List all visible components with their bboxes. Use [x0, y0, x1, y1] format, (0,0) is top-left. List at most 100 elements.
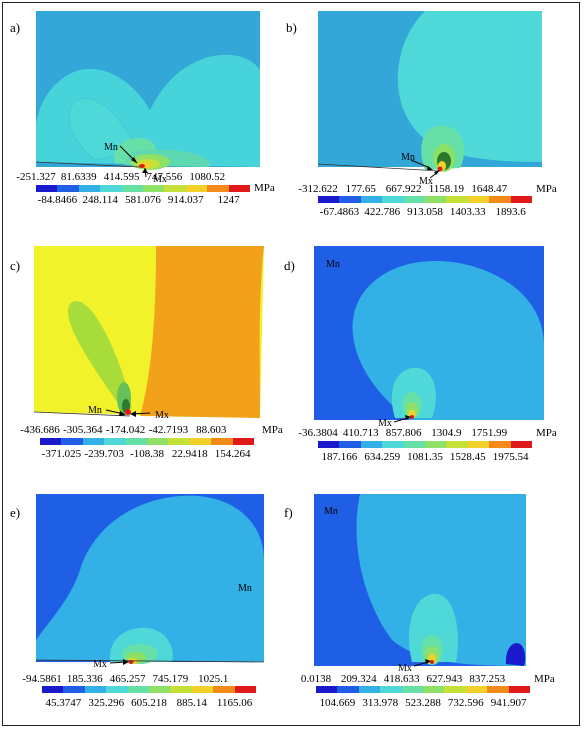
tick-label: -84.8466 [37, 194, 78, 206]
tick-label: 422.786 [364, 206, 401, 218]
unit-label: MPa [534, 673, 555, 685]
colorbar-swatch [510, 196, 533, 203]
panel-label: c) [10, 258, 21, 273]
colorbar-swatch [316, 686, 338, 693]
colorbar-swatch [403, 441, 426, 448]
colorbar-swatch [380, 686, 402, 693]
colorbar-swatch [318, 196, 340, 203]
colorbar-swatch [63, 686, 85, 693]
colorbar-swatch [360, 196, 383, 203]
tick-label: 1893.6 [495, 206, 526, 218]
tick-label: 913.058 [407, 206, 443, 218]
colorbar-swatch [36, 185, 58, 192]
tick-label: 1975.54 [492, 451, 529, 463]
colorbar-swatch [207, 185, 229, 192]
colorbar-swatch [57, 185, 79, 192]
colorbar-swatch [211, 438, 233, 445]
tick-label: 0.0138 [300, 673, 332, 685]
stress-contour-plot: Mn Mx [314, 246, 544, 429]
tick-label: 885.14 [176, 697, 207, 709]
max-marker-label: Mx [155, 410, 169, 421]
colorbar-swatch [444, 686, 466, 693]
tick-label: -239.703 [84, 448, 124, 460]
min-marker-label: Mn [104, 142, 118, 153]
tick-label: 45.3747 [45, 697, 82, 709]
tick-label: 418.633 [383, 673, 420, 685]
tick-label: 745.179 [152, 673, 189, 685]
tick-label: -174.042 [105, 424, 146, 436]
colorbar [316, 686, 531, 693]
tick-label: 941.907 [490, 697, 527, 709]
colorbar-top-ticks: 0.0138 209.324 418.633 627.943 837.253 [301, 673, 530, 685]
colorbar [318, 441, 533, 448]
tick-label: -67.4863 [319, 206, 360, 218]
panel-label: b) [286, 20, 297, 35]
tick-label: 1025.1 [198, 673, 229, 685]
colorbar-top-ticks: -436.686 -305.364 -174.042 -42.7193 88.6… [20, 424, 254, 436]
tick-label: 914.037 [167, 194, 204, 206]
colorbar-swatch [106, 686, 128, 693]
panel-label: d) [284, 258, 295, 273]
min-marker-label: Mn [88, 405, 102, 416]
colorbar-bottom-ticks: -67.4863 422.786 913.058 1403.33 1893.6 [318, 206, 532, 218]
colorbar-bottom-ticks: 104.669 313.978 523.288 732.596 941.907 [316, 697, 530, 709]
tick-label: 410.713 [342, 427, 379, 439]
tick-label: 1751.99 [471, 427, 508, 439]
colorbar-swatch [382, 196, 404, 203]
tick-label: -42.7193 [148, 424, 189, 436]
colorbar-top-ticks: -36.3804 410.713 857.806 1304.9 1751.99 [298, 427, 532, 439]
panel-label: e) [10, 505, 21, 520]
tick-label: 465.257 [109, 673, 146, 685]
colorbar-swatch [191, 686, 214, 693]
tick-label: 325.296 [88, 697, 125, 709]
tick-label: 248.114 [82, 194, 118, 206]
tick-label: 88.603 [196, 424, 227, 436]
tick-label: -436.686 [20, 424, 60, 436]
tick-label: 414.595 [103, 171, 140, 183]
colorbar-top-ticks: -94.5861 185.336 465.257 745.179 1025.1 [22, 673, 256, 685]
colorbar [36, 185, 251, 192]
tick-label: 634.259 [364, 451, 401, 463]
unit-label: MPa [536, 183, 557, 195]
tick-label: 187.166 [321, 451, 358, 463]
tick-label: -312.622 [298, 183, 338, 195]
colorbar-swatch [425, 196, 447, 203]
colorbar-swatch [147, 438, 169, 445]
colorbar-swatch [318, 441, 340, 448]
tick-label: 581.076 [125, 194, 161, 206]
colorbar-swatch [360, 441, 383, 448]
colorbar-swatch [168, 438, 190, 445]
colorbar-swatch [489, 441, 511, 448]
tick-label: -108.38 [130, 448, 164, 460]
tick-label: 605.218 [131, 697, 167, 709]
colorbar-swatch [467, 196, 490, 203]
colorbar-swatch [104, 438, 126, 445]
tick-label: 1080.52 [189, 171, 226, 183]
colorbar-swatch [339, 441, 361, 448]
panel-label: a) [10, 20, 21, 35]
tick-label: -305.364 [63, 424, 103, 436]
stress-contour-plot: Mn Mx [35, 11, 260, 185]
tick-label: 22.9418 [171, 448, 208, 460]
unit-label: MPa [536, 427, 557, 439]
colorbar-swatch [121, 185, 144, 192]
colorbar-swatch [358, 686, 381, 693]
tick-label: 1648.47 [471, 183, 508, 195]
colorbar-swatch [170, 686, 192, 693]
unit-label: MPa [254, 182, 275, 194]
tick-label: -36.3804 [298, 427, 338, 439]
colorbar-swatch [446, 441, 468, 448]
colorbar-swatch [382, 441, 404, 448]
unit-label: MPa [262, 424, 283, 436]
tick-label: 1081.35 [407, 451, 443, 463]
colorbar-swatch [149, 686, 171, 693]
tick-label: 857.806 [385, 427, 422, 439]
tick-label: 209.324 [340, 673, 377, 685]
colorbar-swatch [403, 196, 426, 203]
colorbar-swatch [465, 686, 488, 693]
tick-label: 1528.45 [449, 451, 486, 463]
tick-label: 747.556 [146, 171, 183, 183]
colorbar-swatch [127, 686, 150, 693]
tick-label: 837.253 [469, 673, 506, 685]
